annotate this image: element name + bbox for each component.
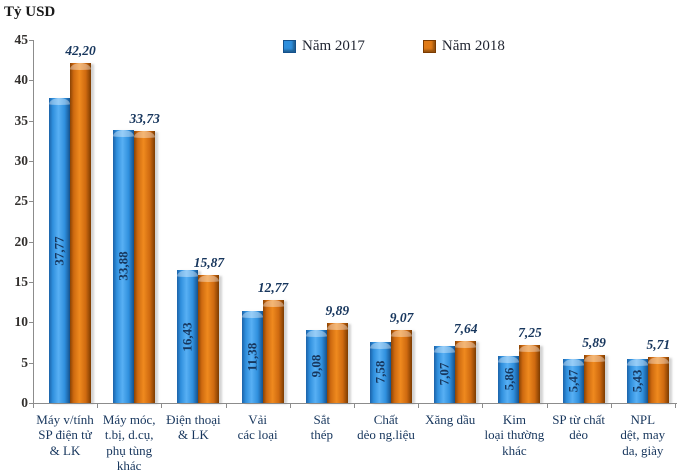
bar-nam-2017-7 bbox=[498, 355, 520, 403]
bar-nam-2018-5 bbox=[391, 329, 412, 403]
y-axis-tick-label: 20 bbox=[14, 233, 29, 249]
legend-item-2017: Năm 2017 bbox=[283, 38, 365, 55]
bar-nam-2017-4 bbox=[305, 329, 327, 403]
x-axis-tick bbox=[418, 403, 420, 408]
bar-value-2018-2: 15,87 bbox=[193, 254, 225, 270]
bar-nam-2017-3 bbox=[241, 311, 263, 403]
y-axis-tick-label: 0 bbox=[21, 395, 28, 410]
y-axis-tick bbox=[29, 161, 33, 162]
bar-value-2018-8: 5,89 bbox=[582, 335, 606, 351]
legend-label-2017: Năm 2017 bbox=[302, 38, 365, 54]
bar-nam-2018-9 bbox=[647, 356, 669, 403]
bar-value-2018-5: 9,07 bbox=[389, 309, 414, 325]
y-axis-title: Tỷ USD bbox=[4, 4, 56, 20]
y-axis-tick-label: 15 bbox=[14, 274, 29, 289]
legend-label-2018: Năm 2018 bbox=[441, 38, 505, 54]
x-axis-tick bbox=[354, 403, 355, 408]
bar-nam-2018-3 bbox=[262, 299, 284, 403]
x-axis-tick bbox=[482, 403, 484, 408]
bar-value-2018-1: 33,73 bbox=[129, 110, 160, 126]
y-axis-tick bbox=[29, 322, 33, 324]
bar-nam-2017-5 bbox=[370, 341, 391, 403]
y-axis-line bbox=[33, 40, 34, 403]
y-axis-tick-label: 10 bbox=[14, 314, 29, 330]
y-axis-tick-label: 40 bbox=[14, 72, 29, 88]
bar-nam-2017-8 bbox=[562, 358, 584, 403]
bar-value-2018-4: 9,89 bbox=[325, 303, 350, 319]
x-axis-tick bbox=[225, 403, 227, 408]
x-axis-tick bbox=[610, 403, 612, 408]
x-axis-category-label-0: Máy v/tính SP điện tử & LK bbox=[36, 412, 94, 458]
bar-nam-2017-2 bbox=[177, 270, 199, 403]
x-axis-tick bbox=[33, 403, 34, 408]
x-axis-category-label-3: Vải các loại bbox=[237, 412, 278, 443]
x-axis-category-label-4: Sắt thép bbox=[310, 412, 333, 443]
x-axis-category-label-7: Kim loại thường khác bbox=[484, 412, 545, 458]
bar-nam-2017-0 bbox=[49, 98, 70, 403]
y-axis-tick bbox=[29, 80, 33, 82]
y-axis-tick bbox=[29, 120, 33, 122]
bar-value-2018-6: 7,64 bbox=[453, 321, 478, 337]
y-axis-tick-label: 25 bbox=[14, 193, 29, 209]
y-axis-tick-label: 30 bbox=[14, 153, 29, 168]
y-axis-tick bbox=[29, 241, 33, 243]
y-axis-tick bbox=[29, 201, 33, 203]
bar-nam-2017-1 bbox=[113, 129, 135, 403]
x-axis-category-label-1: Máy móc, t.bị, d.cụ, phụ tùng khác bbox=[102, 412, 156, 473]
x-axis-tick bbox=[675, 403, 676, 408]
y-axis-tick-label: 45 bbox=[14, 32, 29, 47]
legend: Năm 2017 Năm 2018 bbox=[283, 38, 505, 55]
bar-nam-2018-2 bbox=[198, 274, 220, 403]
x-axis-category-label-8: SP từ chất dẻo bbox=[552, 412, 605, 443]
legend-item-2018: Năm 2018 bbox=[422, 38, 505, 55]
bar-nam-2018-4 bbox=[326, 323, 348, 403]
bar-nam-2017-9 bbox=[626, 359, 648, 403]
x-axis-category-label-5: Chất dẻo ng.liệu bbox=[357, 412, 415, 443]
bar-nam-2018-1 bbox=[134, 130, 156, 403]
bar-value-2018-3: 12,77 bbox=[257, 279, 289, 295]
x-axis-category-label-2: Điện thoại & LK bbox=[166, 412, 221, 443]
bar-nam-2018-8 bbox=[583, 355, 605, 403]
bar-value-2018-7: 7,25 bbox=[518, 324, 542, 340]
y-axis-tick bbox=[29, 403, 33, 404]
x-axis-tick bbox=[97, 403, 99, 408]
bar-nam-2017-6 bbox=[434, 345, 456, 403]
bar-nam-2018-7 bbox=[519, 344, 541, 403]
y-axis-tick-label: 35 bbox=[14, 112, 29, 128]
bar-value-2018-9: 5,71 bbox=[646, 336, 671, 352]
y-axis-tick bbox=[29, 40, 33, 41]
y-axis-tick bbox=[29, 362, 33, 364]
legend-swatch-2018-icon bbox=[422, 40, 436, 53]
bar-nam-2018-0 bbox=[70, 62, 91, 403]
bar-nam-2018-6 bbox=[455, 341, 477, 403]
y-axis-tick bbox=[29, 282, 33, 283]
x-axis-category-label-9: NPL dệt, may da, giày bbox=[620, 412, 666, 458]
x-axis-tick bbox=[161, 403, 163, 408]
x-axis-category-label-6: Xăng dầu bbox=[425, 412, 476, 427]
bar-value-2018-0: 42,20 bbox=[65, 42, 96, 58]
x-axis-tick bbox=[289, 403, 291, 408]
y-axis-tick-label: 5 bbox=[21, 354, 28, 370]
x-axis-line bbox=[33, 403, 677, 404]
x-axis-tick bbox=[546, 403, 548, 408]
legend-swatch-2017-icon bbox=[283, 40, 296, 53]
